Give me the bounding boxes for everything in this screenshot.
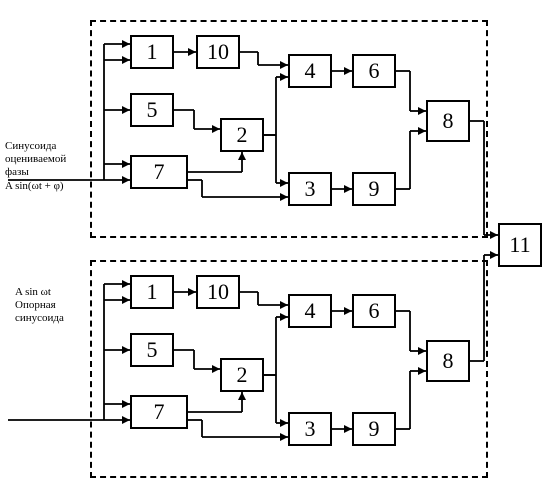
top-block-3: 3 (288, 172, 332, 206)
top-block-9: 9 (352, 172, 396, 206)
bottom-block-2: 2 (220, 358, 264, 392)
top-block-5: 5 (130, 93, 174, 127)
top-block-1: 1 (130, 35, 174, 69)
top-block-8: 8 (426, 100, 470, 142)
label-bottom-line-1: Опорная (15, 299, 56, 311)
label-bottom-line-2: синусоида (15, 312, 64, 324)
label-bottom: A sin ωtОпорнаясинусоида (15, 286, 64, 326)
bottom-block-1: 1 (130, 275, 174, 309)
bottom-block-9: 9 (352, 412, 396, 446)
bottom-block-5: 5 (130, 333, 174, 367)
top-block-4: 4 (288, 54, 332, 88)
top-block-7: 7 (130, 155, 188, 189)
bottom-block-4: 4 (288, 294, 332, 328)
top-block-6: 6 (352, 54, 396, 88)
label-bottom-line-0: A sin ωt (15, 286, 51, 298)
bottom-block-10: 10 (196, 275, 240, 309)
label-top-line-1: оцениваемой (5, 153, 66, 165)
label-top-line-2: фазы (5, 166, 29, 178)
label-top-line-3: A sin(ωt + φ) (5, 180, 64, 192)
diagram-stage: Синусоидаоцениваемойфазы A sin(ωt + φ) A s… (0, 0, 546, 500)
output-block-11: 11 (498, 223, 542, 267)
top-block-2: 2 (220, 118, 264, 152)
label-top: Синусоидаоцениваемойфазы A sin(ωt + φ) (5, 140, 66, 193)
bottom-block-8: 8 (426, 340, 470, 382)
bottom-block-6: 6 (352, 294, 396, 328)
bottom-block-3: 3 (288, 412, 332, 446)
bottom-block-7: 7 (130, 395, 188, 429)
label-top-line-0: Синусоида (5, 140, 56, 152)
top-block-10: 10 (196, 35, 240, 69)
